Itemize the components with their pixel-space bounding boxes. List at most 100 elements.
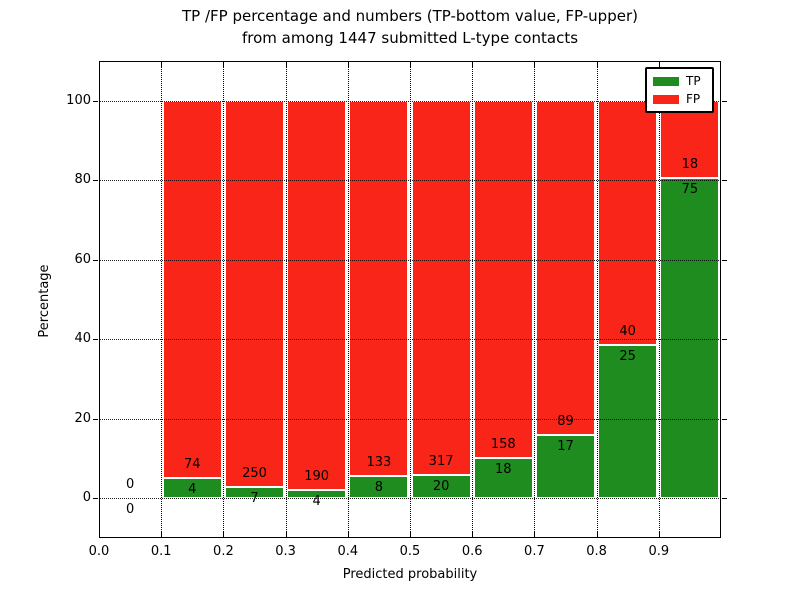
y-tick-label: 20 [74,410,91,426]
legend-entry-tp: TP [653,75,706,87]
x-tick-label: 0.8 [586,544,607,559]
x-tick-mark [534,532,536,537]
fp-count-label: 133 [366,454,392,470]
y-tick-mark [93,259,98,261]
bar-fp-segment [411,100,471,475]
x-tick-label: 0.4 [337,544,359,559]
x-tick-mark [161,62,163,67]
x-tick-mark [223,62,225,67]
tp-count-label: 0 [125,502,135,518]
x-tick-label: 0.5 [399,544,421,559]
bar-tp-segment [411,474,471,499]
bar-tp-segment [162,477,222,499]
x-tick-mark [99,62,100,67]
x-tick-mark [472,532,474,537]
tp-count-label: 8 [374,479,384,495]
x-tick-mark [285,532,287,537]
y-tick-mark [93,498,98,500]
y-tick-label: 100 [66,92,91,108]
x-tick-label: 0.1 [150,544,172,559]
grid-line-vertical [347,61,349,538]
tp-count-label: 20 [432,478,450,494]
y-tick-mark [722,180,727,182]
x-tick-mark [658,62,660,67]
grid-line-vertical [161,61,163,538]
y-tick-mark [722,498,727,500]
y-axis-label: Percentage [37,264,52,338]
x-tick-mark [347,62,349,67]
y-tick-mark [93,180,98,182]
y-tick-label: 40 [74,331,91,347]
bar-fp-segment [162,100,222,478]
bar-tp-segment [224,487,285,499]
y-tick-label: 0 [82,490,91,506]
bar-tp-segment [598,345,658,499]
tp-count-label: 4 [312,494,321,510]
chart-title-line1: TP /FP percentage and numbers (TP-bottom… [182,7,638,25]
grid-line-horizontal [99,418,721,420]
fp-count-label: 89 [557,413,574,429]
fp-count-label: 18 [681,156,699,172]
x-tick-mark [99,532,100,537]
x-tick-mark [596,62,598,67]
grid-line-vertical [534,61,536,538]
fp-count-label: 317 [428,453,454,469]
bar-tp-segment [660,177,720,499]
x-tick-mark [223,532,225,537]
x-tick-mark [658,532,660,537]
y-tick-mark [93,418,98,420]
grid-line-horizontal [99,498,721,500]
grid-line-vertical [285,61,287,538]
x-tick-label: 0.0 [88,544,110,559]
grid-line-horizontal [99,339,721,341]
grid-line-horizontal [99,259,721,261]
x-tick-mark [161,532,163,537]
x-axis-label: Predicted probability [342,567,478,582]
tp-count-label: 17 [557,438,574,454]
x-tick-mark [596,532,598,537]
tp-count-label: 75 [681,181,699,197]
legend-label-fp: FP [686,92,701,106]
x-tick-mark [410,62,411,67]
bar-tp-segment [473,457,533,499]
y-tick-label: 60 [74,251,91,267]
bar-fp-segment [473,100,533,458]
bar-tp-segment [349,475,409,499]
fp-count-label: 158 [490,436,516,452]
tp-count-label: 4 [188,481,197,497]
plot-area-border [99,61,721,538]
grid-line-vertical [658,61,660,538]
x-tick-mark [410,532,411,537]
y-tick-mark [93,100,98,102]
y-tick-mark [93,339,98,341]
tp-count-label: 25 [619,349,636,365]
grid-line-vertical [410,61,411,538]
x-tick-label: 0.6 [461,544,483,559]
bar-tp-segment [535,434,596,499]
x-tick-mark [472,62,474,67]
bar-fp-segment [224,100,285,488]
y-tick-mark [722,259,727,261]
tp-count-label: 18 [495,461,512,477]
fp-count-label: 250 [242,466,267,482]
bar-tp-segment [287,490,347,499]
legend-label-tp: TP [686,74,701,88]
fp-count-label: 40 [619,324,636,340]
fp-color-swatch [653,94,679,104]
legend-entry-fp: FP [653,93,706,105]
grid-line-vertical [472,61,474,538]
bar-fp-segment [660,100,720,178]
y-tick-mark [722,418,727,420]
grid-line-horizontal [99,100,721,102]
bar-fp-segment [598,100,658,346]
y-tick-mark [722,100,727,102]
y-tick-label: 80 [74,172,91,188]
fp-count-label: 190 [304,469,330,485]
x-tick-mark [347,532,349,537]
bar-fp-segment [349,100,409,476]
fp-count-label: 0 [125,477,135,493]
bar-fp-segment [287,100,347,491]
x-tick-mark [285,62,287,67]
chart-title: TP /FP percentage and numbers (TP-bottom… [99,5,721,49]
grid-line-vertical [223,61,225,538]
